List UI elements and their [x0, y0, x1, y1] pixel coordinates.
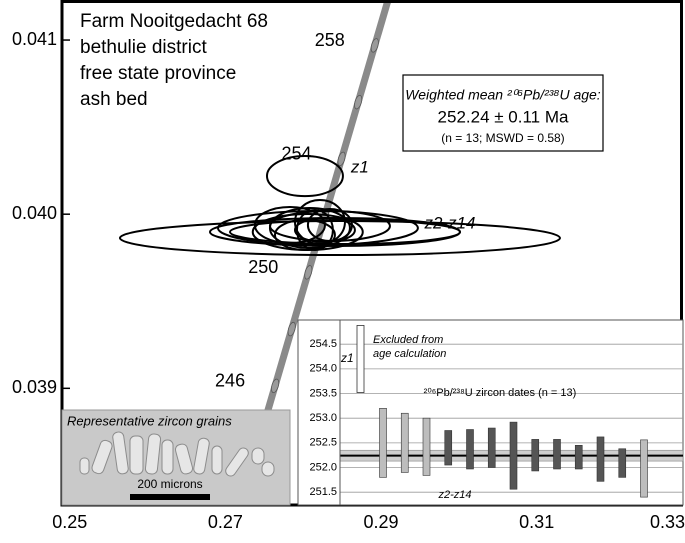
- age-marker: [287, 321, 296, 337]
- grain: [144, 433, 162, 475]
- group-label: z2-z14: [423, 214, 475, 233]
- y-tick-label: 251.5: [309, 486, 337, 498]
- excluded-bar: [356, 325, 365, 393]
- date-bar: [596, 436, 605, 482]
- date-bar: [422, 417, 431, 476]
- grain: [193, 437, 210, 475]
- x-tick-label: 0.25: [52, 512, 87, 532]
- age-label: 246: [215, 371, 245, 391]
- grain: [211, 445, 223, 475]
- grain: [79, 457, 90, 475]
- grain: [161, 439, 174, 475]
- scale-bar: [130, 494, 210, 500]
- x-tick-label: 0.29: [364, 512, 399, 532]
- date-bar: [553, 439, 561, 470]
- mean-title: Weighted mean ²⁰⁶Pb/²³⁸U age:: [405, 87, 601, 103]
- error-ellipse: [293, 217, 356, 244]
- age-marker: [304, 265, 313, 280]
- grain: [174, 443, 194, 475]
- date-bar: [618, 448, 627, 478]
- series-label: z2-z14: [437, 489, 471, 501]
- age-label: 250: [248, 257, 278, 277]
- annotation: free state province: [80, 63, 236, 84]
- date-bar: [487, 427, 496, 468]
- age-label: 254: [282, 144, 312, 164]
- scale-label: 200 microns: [137, 477, 202, 491]
- y-tick-label: 0.041: [12, 29, 57, 49]
- error-ellipse: [268, 206, 351, 249]
- date-bar: [531, 439, 540, 472]
- date-inset: 254.5 254.0 253.5 253.0 252.5 252.0 251.5 z1 Exc…: [297, 319, 684, 506]
- y-tick-label: 253.5: [309, 387, 337, 399]
- date-bar: [640, 439, 648, 498]
- concordia-plot: 246 250 254 258 z1 z2-z14 Farm Nooitgedacht 68…: [12, 0, 685, 532]
- date-bar: [466, 429, 474, 470]
- zircon-grains: [79, 431, 275, 477]
- age-marker: [370, 38, 379, 53]
- group-label: z1: [350, 158, 369, 177]
- excluded-note: age calculation: [373, 348, 446, 360]
- x-tick-label: 0.31: [519, 512, 554, 532]
- age-marker: [337, 151, 346, 167]
- y-tick-label: 254.5: [309, 338, 337, 350]
- date-bar: [379, 408, 387, 478]
- mean-note: (n = 13; MSWD = 0.58): [441, 131, 564, 145]
- error-ellipse: [118, 220, 561, 257]
- grain: [225, 447, 249, 477]
- grain: [91, 439, 113, 475]
- mean-value: 252.24 ± 0.11 Ma: [438, 107, 569, 126]
- age-marker: [354, 94, 363, 110]
- y-tick-label: 252.0: [309, 461, 337, 473]
- error-ellipse: [273, 218, 336, 251]
- grain: [129, 435, 144, 475]
- grain: [112, 431, 129, 475]
- error-ellipse: [306, 207, 353, 242]
- y-tick-label: 253.0: [309, 412, 337, 424]
- excluded-label: z1: [340, 351, 354, 365]
- date-bar: [574, 445, 583, 470]
- inset-title: ²⁰⁶Pb/²³⁸U zircon dates (n = 13): [424, 387, 577, 399]
- y-tick-label: 0.039: [12, 377, 57, 397]
- annotation: ash bed: [80, 89, 148, 110]
- mean-box: Weighted mean ²⁰⁶Pb/²³⁸U age: 252.24 ± 0…: [402, 74, 604, 152]
- grain: [251, 447, 265, 465]
- y-tick-label: 254.0: [309, 363, 337, 375]
- annotation: bethulie district: [80, 37, 207, 58]
- date-bar: [509, 421, 518, 490]
- x-tick-label: 0.33: [650, 512, 685, 532]
- age-marker: [271, 378, 280, 394]
- error-ellipse: [228, 218, 461, 245]
- error-ellipse: [295, 209, 334, 252]
- date-bar: [400, 412, 409, 473]
- error-ellipse: [265, 155, 344, 198]
- x-tick-label: 0.27: [208, 512, 243, 532]
- age-label: 258: [315, 30, 345, 50]
- date-bar: [444, 430, 453, 466]
- y-tick-label: 0.040: [12, 203, 57, 223]
- grain: [261, 461, 275, 477]
- annotation: Farm Nooitgedacht 68: [80, 11, 268, 32]
- photo-inset: Representative zircon grains 200 microns: [61, 409, 291, 506]
- mean-box-frame: [402, 74, 604, 152]
- excluded-note: Excluded from: [373, 334, 443, 346]
- y-tick-label: 252.5: [309, 437, 337, 449]
- photo-title: Representative zircon grains: [67, 413, 232, 428]
- plot-area: [118, 0, 561, 505]
